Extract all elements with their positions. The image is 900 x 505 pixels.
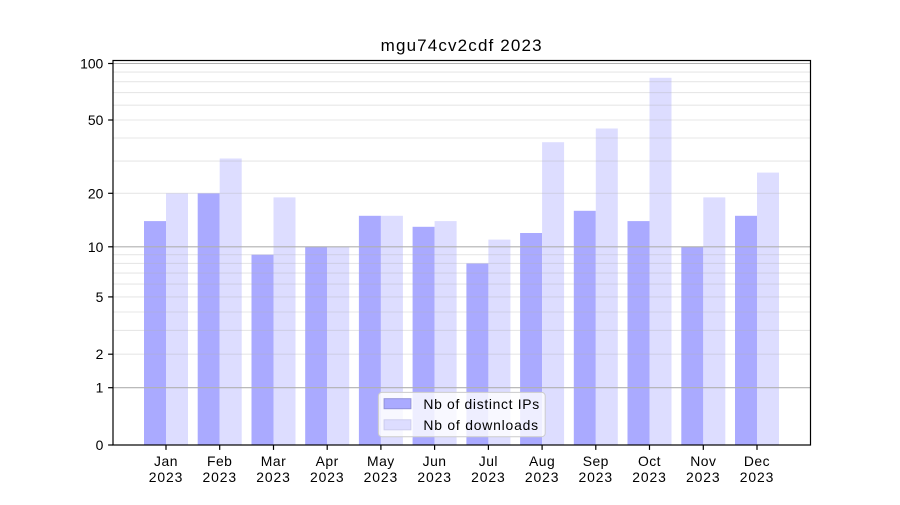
svg-text:2023: 2023	[525, 469, 560, 485]
svg-text:10: 10	[88, 239, 104, 255]
svg-text:2023: 2023	[310, 469, 345, 485]
svg-text:Dec: Dec	[744, 453, 770, 469]
svg-text:1: 1	[96, 380, 104, 396]
svg-text:2023: 2023	[471, 469, 506, 485]
svg-text:100: 100	[80, 56, 103, 72]
svg-text:Jun: Jun	[423, 453, 447, 469]
svg-text:Mar: Mar	[261, 453, 286, 469]
svg-text:Nb of downloads: Nb of downloads	[423, 417, 538, 433]
svg-text:2023: 2023	[740, 469, 775, 485]
svg-text:May: May	[367, 453, 395, 469]
svg-text:Apr: Apr	[316, 453, 339, 469]
svg-text:Nb of distinct IPs: Nb of distinct IPs	[423, 396, 539, 412]
svg-text:2023: 2023	[202, 469, 237, 485]
svg-text:Nov: Nov	[690, 453, 716, 469]
svg-text:5: 5	[96, 289, 104, 305]
svg-text:mgu74cv2cdf 2023: mgu74cv2cdf 2023	[381, 36, 543, 55]
svg-text:50: 50	[88, 112, 104, 128]
svg-text:0: 0	[96, 437, 104, 453]
svg-text:2023: 2023	[256, 469, 291, 485]
svg-text:Oct: Oct	[638, 453, 661, 469]
svg-text:2023: 2023	[417, 469, 452, 485]
svg-text:2023: 2023	[364, 469, 399, 485]
svg-text:2023: 2023	[686, 469, 721, 485]
svg-text:2023: 2023	[579, 469, 614, 485]
svg-text:Jan: Jan	[154, 453, 178, 469]
svg-text:20: 20	[88, 185, 104, 201]
svg-text:Feb: Feb	[207, 453, 232, 469]
svg-text:Aug: Aug	[529, 453, 555, 469]
svg-text:2: 2	[96, 346, 104, 362]
svg-text:Sep: Sep	[583, 453, 609, 469]
svg-text:Jul: Jul	[479, 453, 498, 469]
svg-text:2023: 2023	[632, 469, 667, 485]
svg-text:2023: 2023	[149, 469, 184, 485]
